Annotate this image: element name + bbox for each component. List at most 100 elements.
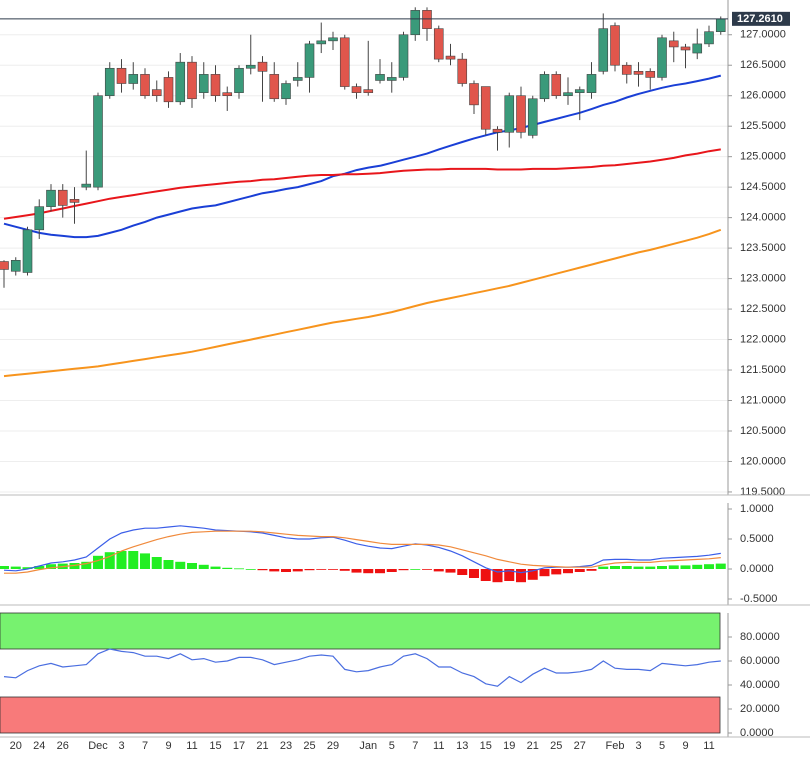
histogram-bar <box>516 569 526 583</box>
y-tick-label: 0.0000 <box>740 563 774 575</box>
candle-body <box>574 89 585 93</box>
x-tick-label: 15 <box>209 740 221 752</box>
y-tick-label: 120.0000 <box>740 455 786 467</box>
histogram-bar <box>81 561 92 569</box>
candle-body <box>551 74 562 97</box>
candle-body <box>504 95 515 133</box>
candle-body <box>245 64 256 69</box>
histogram-bar <box>574 569 585 572</box>
x-tick-label: 3 <box>635 740 641 752</box>
candle-body <box>410 10 421 36</box>
x-tick-label: 25 <box>303 740 315 752</box>
histogram-bar <box>680 565 691 569</box>
x-tick-label: 17 <box>233 740 245 752</box>
histogram-bar <box>527 569 538 580</box>
y-tick-label: 121.5000 <box>740 364 786 376</box>
candle-body <box>539 74 550 100</box>
y-tick-label: 120.5000 <box>740 425 786 437</box>
histogram-bar <box>10 566 21 569</box>
candle-body <box>116 67 127 84</box>
histogram-bar <box>328 569 338 570</box>
histogram-bar <box>339 569 350 571</box>
series-line <box>3 228 722 378</box>
histogram-bar <box>480 569 491 581</box>
x-tick-label: 5 <box>659 740 665 752</box>
candle-body <box>128 74 139 84</box>
candle-body <box>351 86 362 93</box>
candle-body <box>621 64 632 75</box>
histogram-bar <box>551 569 562 575</box>
candle-body <box>657 37 667 78</box>
x-tick-label: 9 <box>682 740 688 752</box>
histogram-bar <box>715 563 726 569</box>
y-tick-label: 122.0000 <box>740 333 786 345</box>
y-tick-label: 123.0000 <box>740 272 786 284</box>
y-tick-label: 1.0000 <box>740 503 774 515</box>
histogram-bar <box>281 569 291 572</box>
series-line <box>3 525 721 574</box>
histogram-bar <box>234 568 244 570</box>
x-tick-label: Jan <box>359 740 377 752</box>
histogram-bar <box>198 564 209 569</box>
candle-body <box>222 92 233 97</box>
histogram-bar <box>292 569 303 572</box>
y-tick-label: 126.5000 <box>740 59 786 71</box>
y-tick-label: 119.5000 <box>740 486 785 498</box>
candle-body <box>316 40 327 45</box>
histogram-bar <box>187 563 197 569</box>
histogram-bar <box>222 567 233 569</box>
histogram-bar <box>151 557 162 569</box>
y-tick-label: 125.5000 <box>740 120 786 132</box>
candle-body <box>633 71 644 75</box>
x-tick-label: 15 <box>480 740 492 752</box>
candle-body <box>363 89 374 93</box>
candle-body <box>433 28 444 60</box>
candle-body <box>610 25 620 66</box>
histogram-bar <box>175 561 186 569</box>
histogram-bar <box>386 569 397 572</box>
x-tick-label: 20 <box>10 740 22 752</box>
candle-body <box>445 55 456 60</box>
y-tick-label: 123.5000 <box>740 242 786 254</box>
histogram-bar <box>586 569 597 571</box>
candle-body <box>46 189 56 207</box>
x-tick-label: 7 <box>412 740 418 752</box>
y-tick-label: -0.5000 <box>740 593 777 605</box>
candle-body <box>668 40 679 48</box>
candle-body <box>516 95 526 133</box>
histogram-bar <box>46 564 56 569</box>
candle-body <box>598 28 609 72</box>
x-tick-label: 3 <box>118 740 124 752</box>
x-tick-label: 24 <box>33 740 45 752</box>
histogram-bar <box>657 566 667 569</box>
x-tick-label: 23 <box>280 740 292 752</box>
candle-body <box>187 61 197 100</box>
histogram-bar <box>34 566 45 569</box>
candle-body <box>175 61 186 103</box>
candle-body <box>692 43 703 54</box>
histogram-bar <box>398 569 409 571</box>
candle-body <box>422 10 432 29</box>
y-tick-label: 124.0000 <box>740 212 786 224</box>
candle-body <box>480 86 491 130</box>
candle-body <box>492 128 503 133</box>
candle-body <box>104 67 115 97</box>
y-tick-label: 20.0000 <box>740 703 780 715</box>
y-tick-label: 40.0000 <box>740 679 780 691</box>
histogram-bar <box>304 569 315 571</box>
x-tick-label: 26 <box>57 740 69 752</box>
candle-body <box>339 37 350 87</box>
histogram-bar <box>93 555 103 569</box>
x-tick-label: 9 <box>165 740 171 752</box>
x-tick-label: 21 <box>256 740 268 752</box>
y-tick-label: 60.0000 <box>740 655 780 667</box>
candle-body <box>69 199 80 203</box>
candle-body <box>527 98 538 136</box>
last-price-box <box>732 11 790 26</box>
histogram-bar <box>363 569 374 574</box>
histogram-bar <box>598 566 609 569</box>
histogram-bar <box>316 569 327 570</box>
y-tick-label: 121.0000 <box>740 394 786 406</box>
histogram-bar <box>269 569 280 572</box>
